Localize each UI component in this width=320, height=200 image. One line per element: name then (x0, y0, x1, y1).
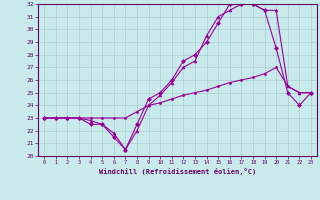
X-axis label: Windchill (Refroidissement éolien,°C): Windchill (Refroidissement éolien,°C) (99, 168, 256, 175)
